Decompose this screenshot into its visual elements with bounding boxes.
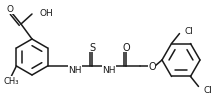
Text: O: O bbox=[7, 5, 13, 14]
Text: NH: NH bbox=[68, 65, 82, 74]
Text: O: O bbox=[122, 43, 130, 53]
Text: OH: OH bbox=[40, 8, 54, 17]
Text: O: O bbox=[148, 61, 156, 71]
Text: NH: NH bbox=[102, 65, 116, 74]
Text: Cl: Cl bbox=[184, 27, 193, 36]
Text: CH₃: CH₃ bbox=[4, 77, 19, 86]
Text: S: S bbox=[89, 43, 95, 53]
Text: Cl: Cl bbox=[204, 85, 212, 94]
